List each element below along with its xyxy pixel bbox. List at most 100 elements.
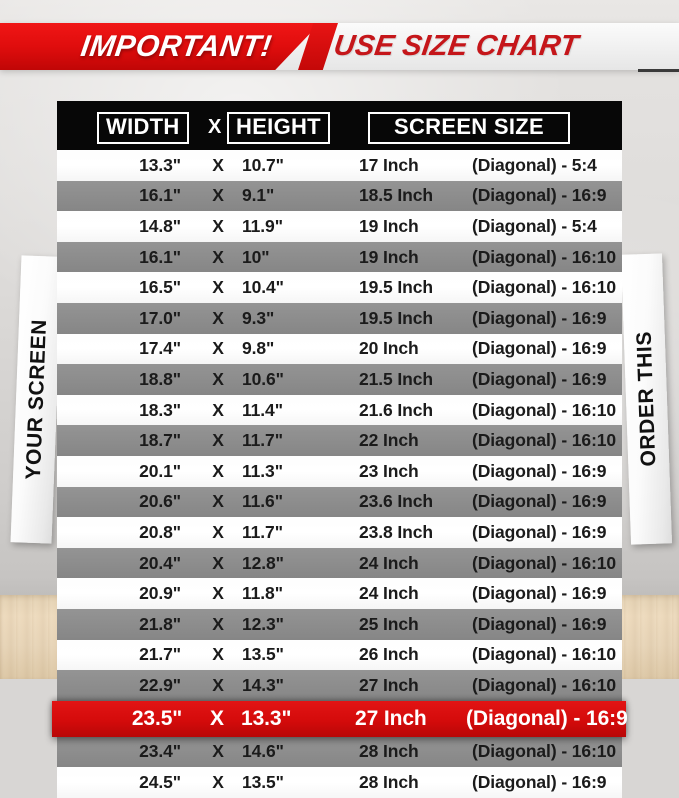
cell-screen-size: 25 Inch bbox=[359, 613, 419, 634]
cell-width: 18.3" bbox=[139, 399, 181, 420]
cell-height: 14.6" bbox=[242, 741, 284, 762]
cell-times: X bbox=[212, 491, 224, 512]
cell-width: 13.3" bbox=[139, 154, 181, 175]
cell-width: 18.7" bbox=[139, 430, 181, 451]
table-body: 13.3" X 10.7" 17 Inch (Diagonal) - 5:4 16.1" X… bbox=[52, 150, 628, 798]
cell-aspect-ratio: (Diagonal) - 16:9 bbox=[472, 460, 607, 481]
table-row: 24.5" X 13.5" 28 Inch (Diagonal) - 16:9 bbox=[57, 767, 622, 798]
cell-aspect-ratio: (Diagonal) - 16:10 bbox=[472, 674, 617, 695]
cell-aspect-ratio: (Diagonal) - 16:10 bbox=[472, 246, 617, 267]
cell-screen-size: 21.6 Inch bbox=[359, 399, 433, 420]
cell-aspect-ratio: (Diagonal) - 5:4 bbox=[472, 215, 597, 236]
cell-screen-size: 23.6 Inch bbox=[359, 491, 433, 512]
table-row-highlighted: 23.5" X 13.3" 27 Inch (Diagonal) - 16:9 bbox=[52, 700, 628, 737]
cell-height: 13.3" bbox=[241, 706, 292, 730]
cell-aspect-ratio: (Diagonal) - 16:10 bbox=[472, 741, 617, 762]
cell-width: 18.8" bbox=[139, 368, 181, 389]
cell-screen-size: 19.5 Inch bbox=[359, 307, 433, 328]
cell-width: 22.9" bbox=[139, 674, 181, 695]
cell-width: 24.5" bbox=[139, 772, 181, 793]
cell-width: 20.8" bbox=[139, 521, 181, 542]
cell-screen-size: 19 Inch bbox=[359, 246, 419, 267]
headline: USE SIZE CHART bbox=[331, 23, 581, 70]
cell-width: 23.4" bbox=[139, 741, 181, 762]
cell-times: X bbox=[212, 430, 224, 451]
cell-times: X bbox=[212, 460, 224, 481]
cell-aspect-ratio: (Diagonal) - 16:9 bbox=[472, 307, 607, 328]
cell-height: 11.7" bbox=[242, 430, 283, 451]
cell-aspect-ratio: (Diagonal) - 16:10 bbox=[472, 399, 617, 420]
cell-screen-size: 23.8 Inch bbox=[359, 521, 433, 542]
cell-height: 11.9" bbox=[242, 215, 283, 236]
table-row: 23.4" X 14.6" 28 Inch (Diagonal) - 16:10 bbox=[57, 736, 622, 768]
cell-width: 16.1" bbox=[139, 185, 181, 206]
cell-height: 9.1" bbox=[242, 185, 275, 206]
column-header-height: HEIGHT bbox=[227, 112, 330, 144]
size-chart-table: WIDTH X HEIGHT SCREEN SIZE 13.3" X 10.7" 17… bbox=[52, 101, 628, 798]
cell-screen-size: 27 Inch bbox=[355, 706, 427, 730]
cell-times: X bbox=[212, 368, 224, 389]
table-row: 20.1" X 11.3" 23 Inch (Diagonal) - 16:9 bbox=[57, 455, 622, 487]
cell-times: X bbox=[212, 552, 224, 573]
cell-width: 20.4" bbox=[139, 552, 181, 573]
important-tag: IMPORTANT! bbox=[0, 23, 320, 70]
cell-times: X bbox=[212, 246, 224, 267]
headline-rule bbox=[638, 69, 679, 72]
cell-width: 23.5" bbox=[131, 706, 183, 730]
table-row: 22.9" X 14.3" 27 Inch (Diagonal) - 16:10 bbox=[57, 670, 622, 701]
cell-times: X bbox=[210, 706, 224, 730]
headline-label: USE SIZE CHART bbox=[331, 30, 581, 62]
cell-width: 17.4" bbox=[139, 338, 181, 359]
cell-aspect-ratio: (Diagonal) - 16:9 bbox=[472, 613, 607, 634]
cell-times: X bbox=[212, 154, 224, 175]
cell-screen-size: 24 Inch bbox=[359, 552, 419, 573]
cell-times: X bbox=[212, 644, 224, 665]
cell-screen-size: 28 Inch bbox=[359, 741, 419, 762]
cell-times: X bbox=[212, 674, 224, 695]
important-label: IMPORTANT! bbox=[79, 29, 275, 63]
cell-screen-size: 28 Inch bbox=[359, 772, 419, 793]
cell-height: 14.3" bbox=[242, 674, 284, 695]
table-header-row: WIDTH X HEIGHT SCREEN SIZE bbox=[57, 101, 622, 150]
cell-aspect-ratio: (Diagonal) - 16:9 bbox=[466, 706, 628, 730]
column-header-times: X bbox=[208, 116, 222, 138]
cell-times: X bbox=[212, 583, 224, 604]
cell-width: 20.9" bbox=[139, 583, 181, 604]
cell-height: 11.6" bbox=[242, 491, 283, 512]
table-row: 14.8" X 11.9" 19 Inch (Diagonal) - 5:4 bbox=[57, 211, 622, 242]
cell-aspect-ratio: (Diagonal) - 16:9 bbox=[472, 368, 607, 389]
cell-height: 12.3" bbox=[242, 613, 284, 634]
cell-height: 10" bbox=[242, 246, 270, 267]
cell-width: 16.5" bbox=[139, 277, 181, 298]
table-row: 13.3" X 10.7" 17 Inch (Diagonal) - 5:4 bbox=[57, 150, 622, 181]
cell-aspect-ratio: (Diagonal) - 16:9 bbox=[472, 772, 607, 793]
table-row: 18.8" X 10.6" 21.5 Inch (Diagonal) - 16:9 bbox=[57, 364, 622, 395]
table-row: 20.6" X 11.6" 23.6 Inch (Diagonal) - 16:9 bbox=[57, 486, 622, 518]
table-row: 20.4" X 12.8" 24 Inch (Diagonal) - 16:10 bbox=[57, 547, 622, 579]
cell-height: 9.3" bbox=[242, 307, 275, 328]
cell-screen-size: 17 Inch bbox=[359, 154, 419, 175]
side-banner-left-label: YOUR SCREEN bbox=[21, 318, 51, 481]
cell-width: 20.6" bbox=[139, 491, 181, 512]
cell-aspect-ratio: (Diagonal) - 16:9 bbox=[472, 583, 607, 604]
cell-aspect-ratio: (Diagonal) - 16:9 bbox=[472, 521, 607, 542]
table-row: 18.7" X 11.7" 22 Inch (Diagonal) - 16:10 bbox=[57, 425, 622, 456]
cell-screen-size: 26 Inch bbox=[359, 644, 419, 665]
cell-screen-size: 18.5 Inch bbox=[359, 185, 433, 206]
cell-height: 10.7" bbox=[242, 154, 284, 175]
table-row: 16.1" X 10" 19 Inch (Diagonal) - 16:10 bbox=[57, 241, 622, 273]
cell-width: 14.8" bbox=[139, 215, 181, 236]
cell-height: 11.8" bbox=[242, 583, 283, 604]
table-row: 17.4" X 9.8" 20 Inch (Diagonal) - 16:9 bbox=[57, 333, 622, 365]
table-row: 16.1" X 9.1" 18.5 Inch (Diagonal) - 16:9 bbox=[57, 180, 622, 212]
cell-height: 13.5" bbox=[242, 772, 284, 793]
cell-times: X bbox=[212, 772, 224, 793]
cell-times: X bbox=[212, 185, 224, 206]
cell-times: X bbox=[212, 338, 224, 359]
cell-width: 21.8" bbox=[139, 613, 181, 634]
cell-times: X bbox=[212, 277, 224, 298]
cell-aspect-ratio: (Diagonal) - 16:10 bbox=[472, 552, 617, 573]
cell-times: X bbox=[212, 521, 224, 542]
cell-aspect-ratio: (Diagonal) - 16:9 bbox=[472, 185, 607, 206]
cell-screen-size: 22 Inch bbox=[359, 430, 419, 451]
